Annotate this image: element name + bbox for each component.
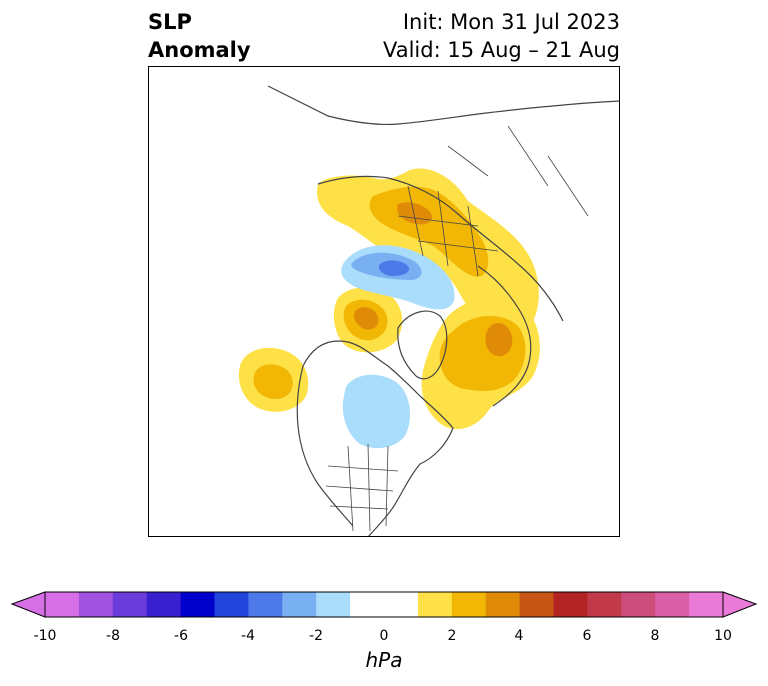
colorbar-segment xyxy=(519,592,554,617)
colorbar-segments xyxy=(45,592,724,617)
init-date: Init: Mon 31 Jul 2023 xyxy=(402,10,620,34)
colorbar-tick: -4 xyxy=(241,628,255,644)
coastline-greenland xyxy=(397,310,448,380)
colorbar-segment xyxy=(282,592,317,617)
map-border xyxy=(148,66,620,537)
colorbar-segment xyxy=(655,592,690,617)
colorbar-segment xyxy=(350,592,385,617)
colorbar-tick: 8 xyxy=(650,628,660,644)
colorbar-segment xyxy=(45,592,80,617)
colorbar-segment xyxy=(621,592,656,617)
coastline-eurasia xyxy=(267,85,620,322)
colorbar-segment xyxy=(553,592,588,617)
colorbar-tick: -6 xyxy=(174,628,188,644)
colorbar-segment xyxy=(451,592,487,617)
map-title: SLP Anomaly xyxy=(148,8,251,64)
colorbar-tick: 6 xyxy=(582,628,592,644)
colorbar-outline xyxy=(44,591,724,618)
colorbar-segment xyxy=(384,592,419,617)
colorbar-segment xyxy=(180,592,215,617)
colorbar-extend-high xyxy=(722,591,758,618)
colorbar-segment xyxy=(78,592,114,617)
colorbar-tick: 2 xyxy=(447,628,457,644)
borders-eurasia xyxy=(397,125,589,277)
title-line-2: Anomaly xyxy=(148,38,251,62)
colorbar-extend-low xyxy=(10,591,46,618)
forecast-dates: Init: Mon 31 Jul 2023 Valid: 15 Aug – 21… xyxy=(383,8,620,64)
colorbar-segment xyxy=(587,592,622,617)
colorbar-tick: -2 xyxy=(309,628,323,644)
colorbar-segment xyxy=(316,592,351,617)
land-outlines xyxy=(267,85,620,537)
colorbar-segment xyxy=(417,592,453,617)
anomaly-negative-north-america xyxy=(342,374,411,449)
colorbar-tick: 0 xyxy=(379,628,389,644)
colorbar-unit-label: hPa xyxy=(365,648,403,672)
colorbar-segment xyxy=(146,592,182,617)
colorbar-segment xyxy=(248,592,283,617)
colorbar-tick-labels: -10 -8 -6 -4 -2 0 2 4 6 8 10 xyxy=(0,628,768,648)
colorbar-segment xyxy=(689,592,724,617)
anomaly-negative-arctic-inner xyxy=(378,260,410,276)
anomaly-map xyxy=(148,66,620,537)
colorbar-tick: 4 xyxy=(514,628,524,644)
anomaly-positive-arctic-inner xyxy=(354,307,379,330)
title-line-1: SLP xyxy=(148,10,192,34)
colorbar-segment xyxy=(214,592,249,617)
anomaly-shading xyxy=(238,168,540,449)
colorbar-segment xyxy=(485,592,521,617)
anomaly-positive-atlantic-inner xyxy=(485,323,513,357)
coastline-north-america xyxy=(296,340,454,537)
valid-range: Valid: 15 Aug – 21 Aug xyxy=(382,38,620,62)
coastline-europe xyxy=(477,265,532,407)
colorbar-tick: -8 xyxy=(106,628,120,644)
borders-north-america xyxy=(325,443,399,532)
colorbar-tick: -10 xyxy=(33,628,57,644)
colorbar xyxy=(10,591,758,618)
colorbar-tick: 10 xyxy=(714,628,732,644)
colorbar-segment xyxy=(112,592,148,617)
anomaly-positive-pacific-core xyxy=(253,364,293,400)
